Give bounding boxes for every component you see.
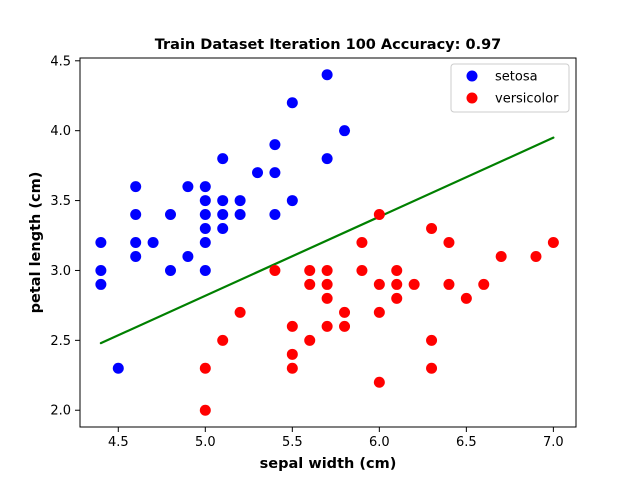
data-point-setosa bbox=[130, 237, 142, 248]
data-point-versicolor bbox=[339, 320, 351, 332]
data-point-setosa bbox=[269, 139, 281, 151]
data-point-versicolor bbox=[199, 362, 211, 374]
data-point-versicolor bbox=[443, 278, 455, 290]
data-point-versicolor bbox=[286, 320, 298, 332]
data-point-versicolor bbox=[286, 362, 298, 374]
data-point-setosa bbox=[199, 209, 211, 221]
data-point-versicolor bbox=[373, 376, 385, 388]
data-point-versicolor bbox=[304, 278, 316, 290]
x-tick-label: 6.5 bbox=[456, 435, 477, 450]
data-point-versicolor bbox=[373, 209, 385, 221]
axis-ticks: 4.5 5.0 5.5 6.0 6.5 7.0 2.0 2.5 3.0 3.5 4.0 4.5 bbox=[50, 54, 563, 450]
legend: setosa versicolor bbox=[450, 63, 570, 113]
data-point-setosa bbox=[217, 153, 229, 165]
y-tick-label: 3.0 bbox=[50, 264, 71, 279]
data-point-setosa bbox=[217, 195, 229, 207]
y-tick-label: 2.0 bbox=[50, 404, 71, 419]
data-point-setosa bbox=[130, 209, 142, 221]
data-point-versicolor bbox=[530, 250, 542, 262]
data-point-setosa bbox=[199, 195, 211, 207]
data-point-versicolor bbox=[547, 237, 559, 248]
axes-frame bbox=[79, 57, 577, 428]
plot-area bbox=[95, 69, 559, 416]
data-point-versicolor bbox=[426, 223, 438, 235]
data-point-versicolor bbox=[408, 278, 420, 290]
data-point-setosa bbox=[252, 167, 264, 179]
data-point-setosa bbox=[199, 223, 211, 235]
y-tick-label: 4.5 bbox=[50, 54, 71, 69]
data-point-setosa bbox=[321, 69, 333, 81]
data-point-versicolor bbox=[199, 404, 211, 416]
data-point-versicolor bbox=[495, 250, 507, 262]
data-point-setosa bbox=[164, 209, 176, 221]
x-tick-label: 5.5 bbox=[282, 435, 303, 450]
data-point-versicolor bbox=[356, 264, 368, 276]
x-tick-label: 5.0 bbox=[195, 435, 216, 450]
y-tick-label: 4.0 bbox=[50, 124, 71, 139]
legend-marker-setosa bbox=[466, 70, 478, 82]
chart-title: Train Dataset Iteration 100 Accuracy: 0.… bbox=[155, 37, 502, 53]
data-point-versicolor bbox=[460, 292, 472, 304]
data-point-setosa bbox=[286, 195, 298, 207]
data-point-setosa bbox=[182, 181, 194, 193]
data-point-versicolor bbox=[426, 334, 438, 346]
data-point-setosa bbox=[95, 264, 107, 276]
data-point-versicolor bbox=[234, 306, 246, 318]
legend-label-versicolor: versicolor bbox=[495, 92, 559, 107]
data-point-versicolor bbox=[391, 292, 403, 304]
data-point-versicolor bbox=[391, 278, 403, 290]
data-point-setosa bbox=[95, 278, 107, 290]
data-point-versicolor bbox=[373, 306, 385, 318]
data-point-setosa bbox=[234, 195, 246, 207]
decision-boundary-line bbox=[99, 136, 555, 345]
data-point-versicolor bbox=[478, 278, 490, 290]
x-tick-label: 6.0 bbox=[369, 435, 390, 450]
data-point-setosa bbox=[199, 237, 211, 248]
data-point-versicolor bbox=[304, 264, 316, 276]
legend-box bbox=[450, 63, 570, 113]
legend-label-setosa: setosa bbox=[495, 70, 538, 85]
data-point-setosa bbox=[130, 181, 142, 193]
data-point-versicolor bbox=[217, 334, 229, 346]
x-tick-label: 4.5 bbox=[108, 435, 129, 450]
data-point-setosa bbox=[130, 250, 142, 262]
data-point-setosa bbox=[217, 223, 229, 235]
y-tick-label: 3.5 bbox=[50, 194, 71, 209]
data-point-versicolor bbox=[304, 334, 316, 346]
data-point-versicolor bbox=[321, 292, 333, 304]
legend-marker-versicolor bbox=[466, 92, 478, 104]
data-point-setosa bbox=[199, 264, 211, 276]
data-point-versicolor bbox=[356, 237, 368, 248]
data-point-versicolor bbox=[426, 362, 438, 374]
data-point-setosa bbox=[286, 97, 298, 109]
data-point-setosa bbox=[269, 209, 281, 221]
data-point-versicolor bbox=[321, 278, 333, 290]
data-point-versicolor bbox=[391, 264, 403, 276]
data-point-versicolor bbox=[321, 264, 333, 276]
y-axis-label: petal length (cm) bbox=[28, 172, 44, 314]
data-point-setosa bbox=[217, 209, 229, 221]
data-point-setosa bbox=[182, 250, 194, 262]
data-point-setosa bbox=[112, 362, 124, 374]
data-point-setosa bbox=[147, 237, 159, 248]
x-axis-label: sepal width (cm) bbox=[260, 456, 397, 472]
data-point-versicolor bbox=[321, 320, 333, 332]
data-point-setosa bbox=[95, 237, 107, 248]
data-point-setosa bbox=[321, 153, 333, 165]
data-point-setosa bbox=[234, 209, 246, 221]
data-point-versicolor bbox=[443, 237, 455, 248]
data-point-versicolor bbox=[269, 264, 281, 276]
data-point-setosa bbox=[164, 264, 176, 276]
data-point-versicolor bbox=[286, 348, 298, 360]
y-tick-label: 2.5 bbox=[50, 334, 71, 349]
data-point-versicolor bbox=[339, 306, 351, 318]
data-point-versicolor bbox=[373, 278, 385, 290]
x-tick-label: 7.0 bbox=[543, 435, 564, 450]
data-point-setosa bbox=[339, 125, 351, 137]
data-point-setosa bbox=[269, 167, 281, 179]
data-point-setosa bbox=[199, 181, 211, 193]
